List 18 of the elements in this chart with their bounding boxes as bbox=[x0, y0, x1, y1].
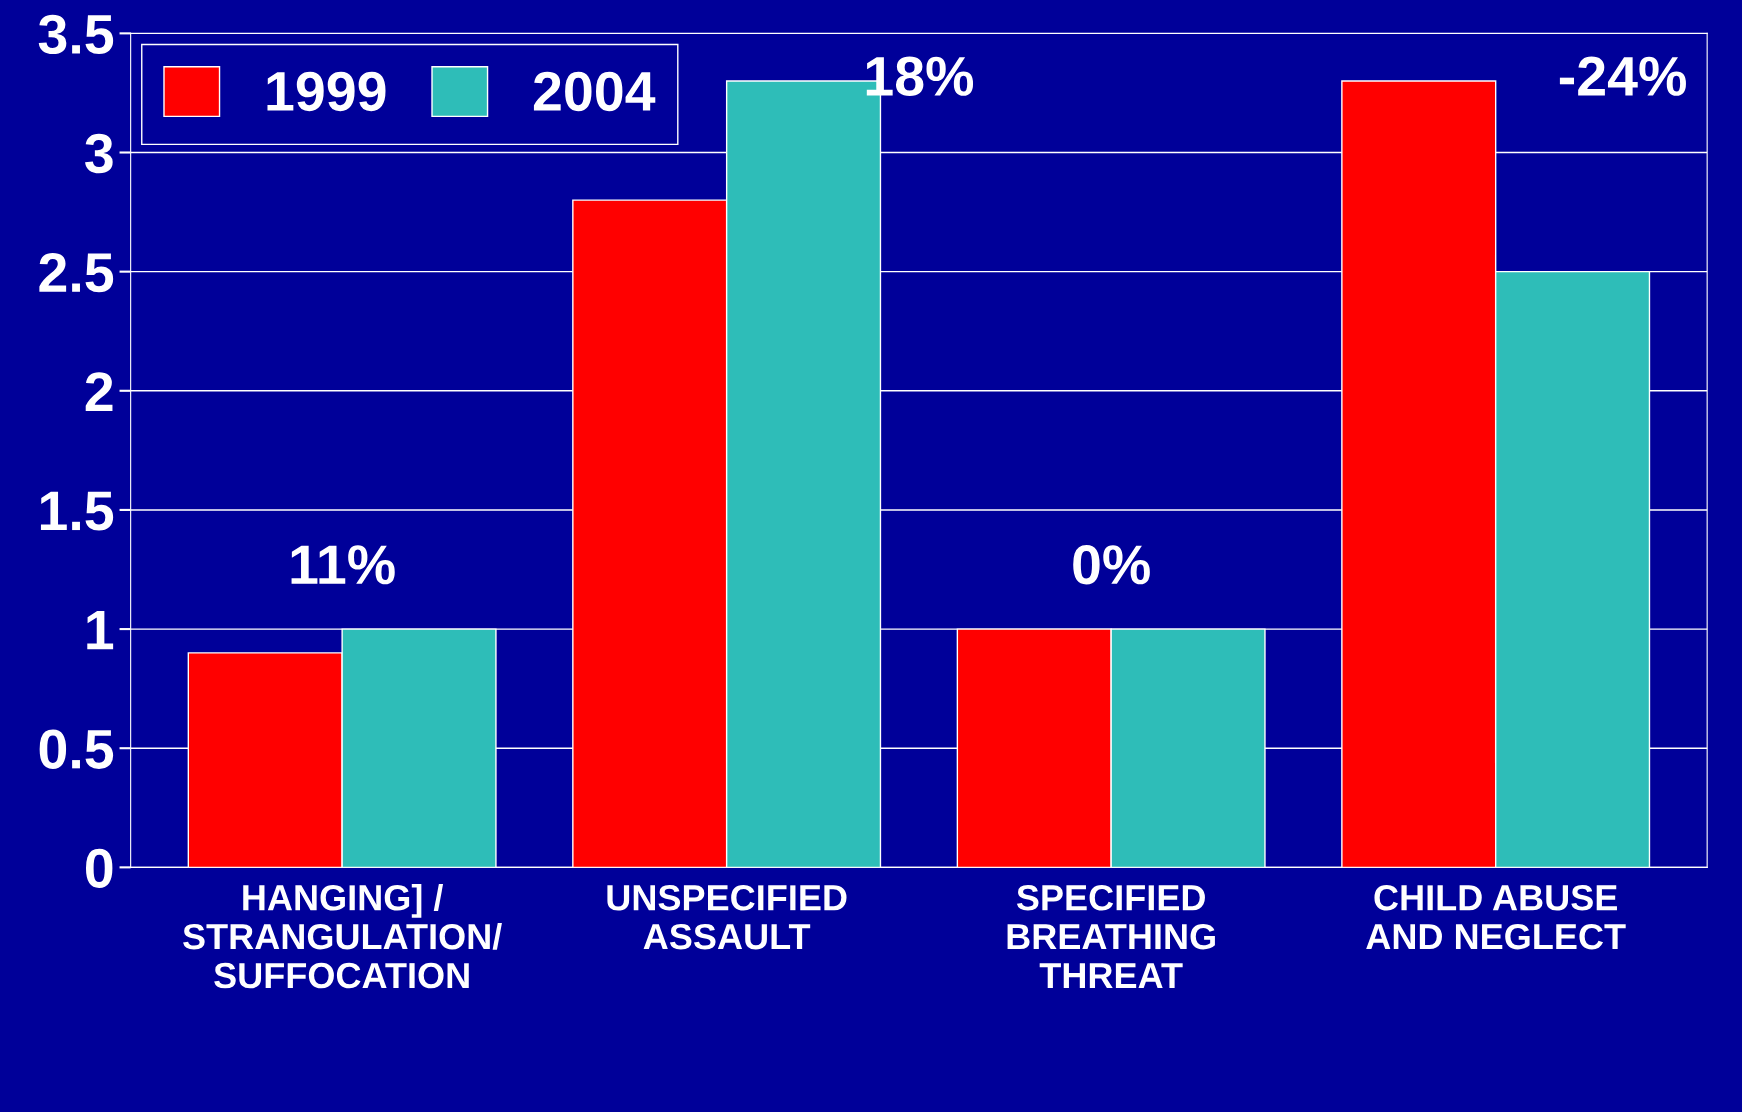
legend-label: 1999 bbox=[267, 71, 386, 112]
x-tick-label: UNSPECIFIED ASSAULT bbox=[607, 884, 847, 950]
y-tick-label: 3 bbox=[85, 133, 113, 174]
y-tick-label: 3.5 bbox=[38, 14, 114, 55]
annotation: 0% bbox=[1073, 545, 1150, 585]
legend-label: 2004 bbox=[533, 71, 656, 112]
x-tick-label: HANGING] / STRANGULATION/ SUFFOCATION bbox=[183, 884, 502, 989]
y-tick-label: 1 bbox=[87, 610, 114, 650]
annotation: 18% bbox=[866, 56, 974, 96]
y-tick-label: 2.5 bbox=[39, 252, 114, 293]
y-tick-label: 1.5 bbox=[40, 491, 114, 531]
y-tick-label: 2 bbox=[85, 372, 113, 411]
annotation: 11% bbox=[291, 545, 395, 585]
y-tick-label: 0.5 bbox=[39, 729, 114, 769]
x-tick-label: SPECIFIED BREATHING THREAT bbox=[1007, 884, 1215, 988]
x-tick-label: CHILD ABUSE AND NEGLECT bbox=[1366, 884, 1626, 950]
annotation: -24% bbox=[1559, 56, 1686, 96]
y-tick-label: 0 bbox=[85, 848, 113, 889]
